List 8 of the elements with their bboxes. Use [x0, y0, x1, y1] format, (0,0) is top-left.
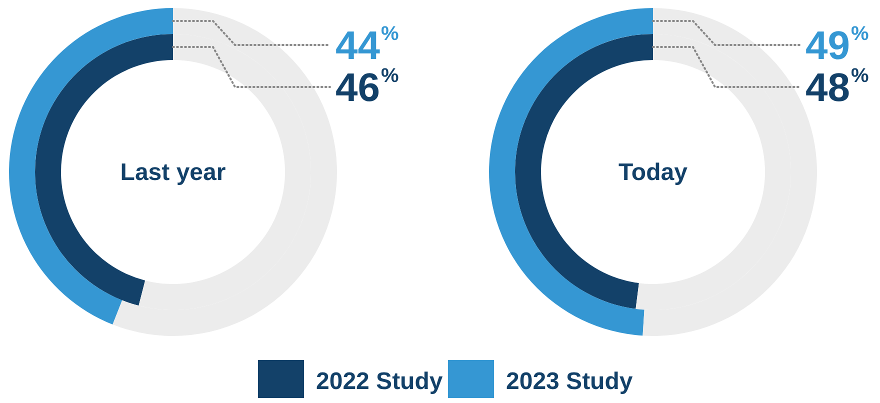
data-label: 46% [336, 65, 399, 110]
data-label: 49% [806, 23, 869, 68]
legend-label: 2022 Study [316, 368, 444, 395]
data-label: 48% [806, 65, 869, 110]
text: Last year [120, 159, 226, 186]
legend-label: 2023 Study [506, 368, 634, 395]
text: Today [618, 159, 688, 186]
data-label: 44% [336, 23, 399, 68]
